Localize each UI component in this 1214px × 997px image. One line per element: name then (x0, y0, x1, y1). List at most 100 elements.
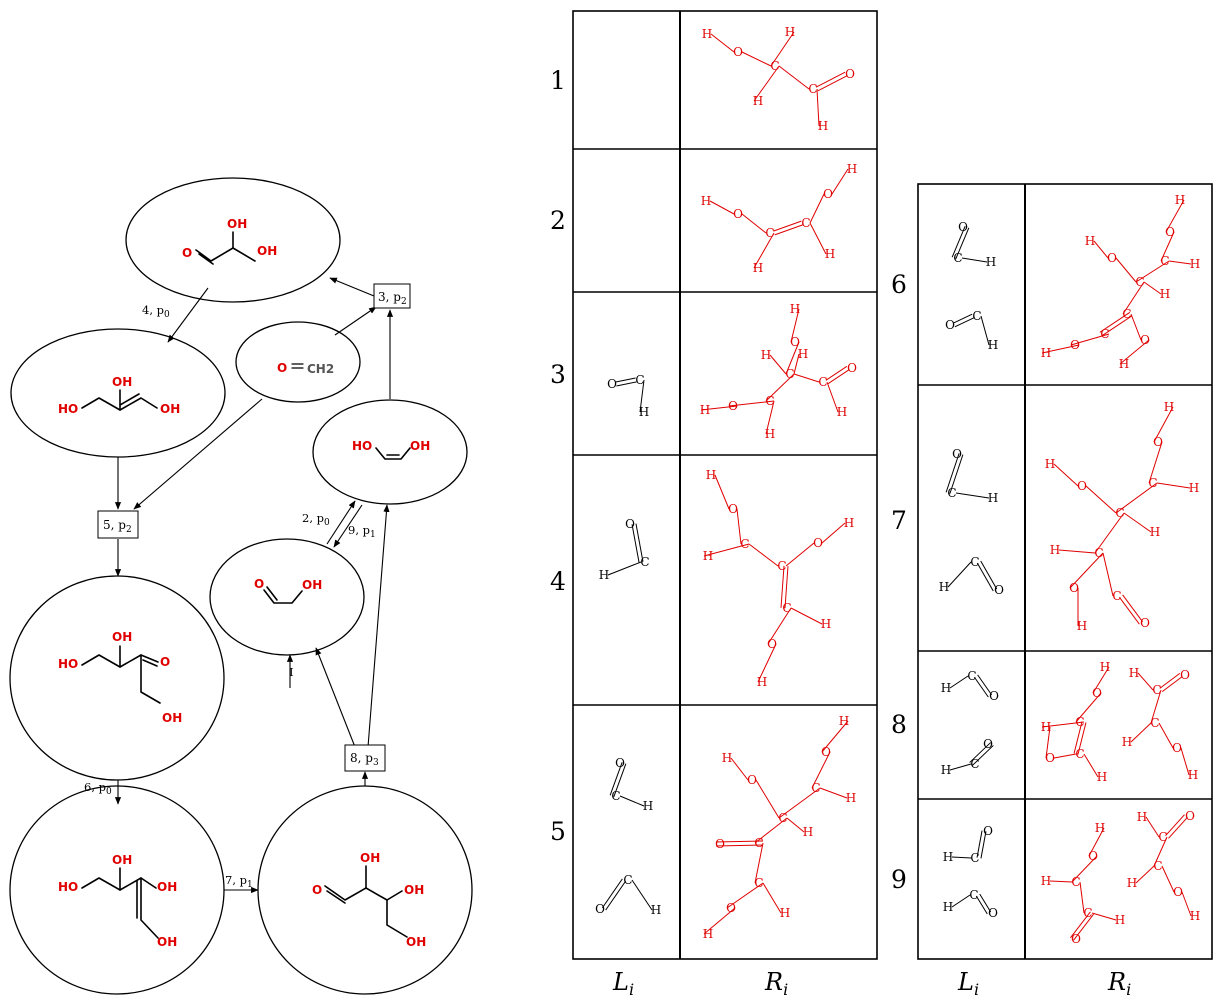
atom-glyph: C (947, 486, 956, 500)
atom-glyph: H (1041, 346, 1051, 360)
atom-glyph: C (765, 226, 774, 240)
bond-line (765, 373, 795, 402)
atom-glyph: H (757, 675, 767, 689)
svg-text:OH: OH (360, 851, 380, 865)
atom-glyph: C (754, 836, 763, 850)
atom-glyph: O (823, 187, 833, 201)
atom-glyph: O (1045, 751, 1055, 765)
bond-line (1041, 721, 1085, 728)
edge-3-to-top (329, 277, 375, 297)
bond-line (639, 379, 645, 413)
bond-line (790, 308, 800, 343)
bond-line (817, 75, 848, 92)
bond-line (1161, 676, 1183, 692)
atom-glyph: C (970, 757, 979, 771)
atom-glyph: H (798, 347, 808, 361)
bond-line (1153, 836, 1168, 867)
bond-line (821, 522, 846, 544)
bond-line (730, 757, 749, 781)
bond-line (980, 831, 987, 859)
atom-glyph: H (941, 763, 951, 777)
bond-line (816, 88, 820, 127)
bond-line (1119, 339, 1150, 365)
atom-glyph: O (726, 901, 736, 915)
atom-glyph: H (700, 403, 710, 417)
bond-line (1130, 313, 1142, 341)
bond-line (773, 220, 802, 232)
bond-line (969, 742, 991, 763)
table-right: 6 7 8 9 Li Ri (891, 183, 1213, 997)
svg-text:8, p3: 8, p3 (350, 751, 379, 768)
bond-line (1071, 855, 1098, 883)
atom-glyph: O (728, 399, 738, 413)
svg-text:OH: OH (404, 883, 424, 897)
bond-line (951, 894, 971, 908)
molecule-node-enediol4 (9, 785, 225, 995)
atom-glyph: O (733, 45, 743, 59)
atom-glyph: C (635, 373, 644, 387)
atom-glyph: O (1071, 932, 1081, 946)
atom-glyph: H (703, 927, 713, 941)
bond-line (601, 878, 623, 909)
atom-glyph: H (1175, 193, 1185, 207)
bond-line (1045, 726, 1051, 759)
bond-line (700, 405, 738, 411)
bond-line (951, 226, 966, 258)
atom-glyph: O (1172, 741, 1182, 755)
bond-line (809, 222, 827, 255)
bond-line (1118, 596, 1140, 625)
atom-glyph: H (785, 25, 795, 39)
molecule-node-enol (10, 328, 226, 458)
bond-line (769, 354, 787, 375)
svg-text:HO: HO (58, 402, 78, 416)
bond-line (1145, 816, 1160, 838)
bond-line (819, 787, 848, 799)
atom-glyph: H (939, 580, 949, 594)
atom-glyph: C (1153, 859, 1162, 873)
atom-glyph: C (1100, 327, 1109, 341)
bond-line (947, 561, 972, 588)
svg-text:O: O (182, 246, 192, 260)
atom-glyph: C (1112, 589, 1121, 603)
bond-line (955, 492, 990, 499)
bond-line (778, 65, 810, 90)
bond-line (785, 341, 800, 375)
bond-line (954, 317, 975, 328)
atom-glyph: C (1122, 307, 1131, 321)
bond-line (1070, 911, 1091, 939)
bond-line (1083, 753, 1099, 778)
bond-line (826, 381, 839, 413)
bond-line (762, 882, 782, 914)
atom-glyph: O (1077, 479, 1087, 493)
atom-glyph: C (972, 309, 981, 323)
bond-line (1168, 817, 1188, 839)
atom-glyph: H (780, 906, 790, 920)
bond-line (1093, 240, 1109, 259)
row-number-1: 1 (550, 66, 566, 95)
bond-line (780, 565, 785, 608)
atom-glyph: O (1088, 849, 1098, 863)
bond-line (609, 762, 623, 796)
svg-text:OH: OH (160, 402, 180, 416)
atom-glyph: C (1075, 747, 1084, 761)
atom-glyph: O (1153, 435, 1163, 449)
bond-line (1122, 281, 1145, 315)
bond-line (825, 365, 848, 381)
bond-line (726, 882, 764, 909)
atom-glyph: H (1041, 874, 1051, 888)
atom-glyph: C (1158, 830, 1167, 844)
structure-enediol4: OH HO OH OH (58, 853, 177, 949)
atom-glyph: O (715, 837, 725, 851)
bond-line (1073, 721, 1083, 754)
bond-line (736, 508, 742, 545)
bond-line (945, 453, 960, 493)
bond-line (786, 817, 805, 833)
atom-glyph: H (1129, 666, 1139, 680)
bond-line (710, 33, 735, 53)
bond-line (613, 763, 627, 797)
bond-line (973, 676, 989, 698)
atom-glyph: C (1152, 683, 1161, 697)
bond-line (1158, 722, 1174, 749)
edge-9-enediol-to-glycolaldehyde (333, 504, 363, 548)
bond-line (952, 313, 973, 324)
